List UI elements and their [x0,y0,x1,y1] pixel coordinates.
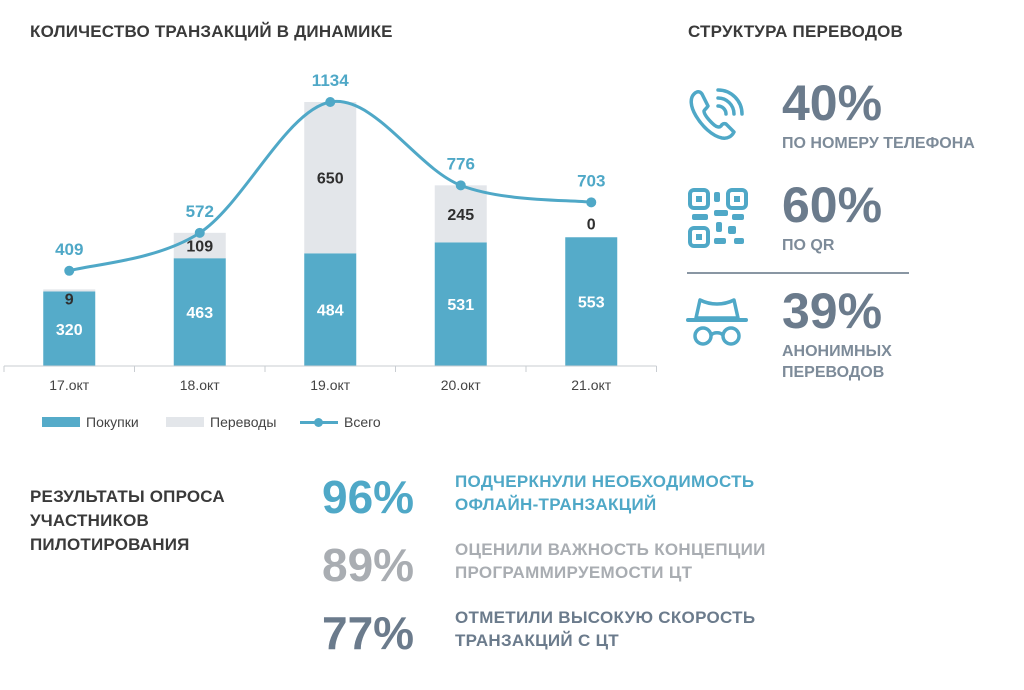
survey-text-offline-line2: ОФЛАЙН-ТРАНЗАКЦИЙ [455,495,657,514]
survey-pct-offline: 96% [322,471,415,523]
bar-purchases [434,242,487,366]
total-label: 703 [577,171,605,190]
qr-code-icon [688,188,748,248]
total-label: 409 [55,240,83,259]
x-tick-label: 17.окт [49,377,90,393]
structure-divider [687,272,909,274]
total-label: 776 [447,154,475,173]
bar-purchases [43,291,96,366]
qr-transfers-label: ПО QR [782,237,835,254]
bar-label-transfers: 245 [447,207,474,224]
survey-text-speed-line2: ТРАНЗАКЦИЙ С ЦТ [455,631,619,650]
phone-icon [689,88,744,140]
phone-transfers-pct: 40% [782,75,883,131]
legend-purchases: Покупки [42,414,139,430]
survey-text-speed: ОТМЕТИЛИ ВЫСОКУЮ СКОРОСТЬ ТРАНЗАКЦИЙ С Ц… [455,606,755,652]
phone-transfers-label: ПО НОМЕРУ ТЕЛЕФОНА [782,135,975,152]
survey-text-offline-line1: ПОДЧЕРКНУЛИ НЕОБХОДИМОСТЬ [455,472,755,491]
legend-transfers: Переводы [166,414,276,430]
chart-title: КОЛИЧЕСТВО ТРАНЗАКЦИЙ В ДИНАМИКЕ [30,22,393,41]
x-tick-label: 19.окт [310,377,351,393]
legend-label-purchases: Покупки [86,414,139,430]
survey-title-line3: ПИЛОТИРОВАНИЯ [30,535,190,554]
bar-label-purchases: 553 [578,295,605,312]
bar-purchases [173,258,226,366]
qr-transfers-pct: 60% [782,177,883,233]
survey-pct-speed: 77% [322,607,415,659]
legend-swatch-total [300,417,338,427]
survey-title-line2: УЧАСТНИКОВ [30,511,149,530]
transactions-chart: 17.окт 18.окт 19.окт 20.окт 21.окт 320 9 463 10… [3,71,657,393]
survey-text-speed-line1: ОТМЕТИЛИ ВЫСОКУЮ СКОРОСТЬ [455,608,756,627]
survey-pct-programmability: 89% [322,539,415,591]
total-label: 572 [186,202,214,221]
bar-label-purchases: 484 [317,303,344,320]
structure-title: СТРУКТУРА ПЕРЕВОДОВ [688,22,904,41]
legend-swatch-purchases [42,417,80,427]
survey-title: РЕЗУЛЬТАТЫ ОПРОСА УЧАСТНИКОВ ПИЛОТИРОВАН… [30,485,225,557]
bar-label-transfers: 650 [317,171,344,188]
anonymous-transfers-pct: 39% [782,283,883,339]
bar-label-transfers: 0 [587,216,596,233]
total-point [586,197,597,208]
legend-label-transfers: Переводы [210,414,277,430]
survey-text-programmability-line1: ОЦЕНИЛИ ВАЖНОСТЬ КОНЦЕПЦИИ [455,540,766,559]
incognito-icon [686,298,748,346]
survey-title-line1: РЕЗУЛЬТАТЫ ОПРОСА [30,487,225,506]
bar-transfers [304,102,357,254]
total-point [64,265,75,276]
bar-transfers [434,185,487,243]
bar-label-purchases: 463 [186,305,213,322]
total-point [194,227,205,238]
x-tick-label: 20.окт [441,377,482,393]
anonymous-transfers-label-line1: АНОНИМНЫХ [782,343,892,360]
legend-swatch-transfers [166,417,204,427]
total-point [455,180,466,191]
total-label: 1134 [312,71,349,90]
total-point [325,97,336,107]
bar-purchases [304,253,357,366]
bar-label-transfers: 9 [65,291,74,308]
survey-text-programmability: ОЦЕНИЛИ ВАЖНОСТЬ КОНЦЕПЦИИ ПРОГРАММИРУЕМ… [455,538,766,584]
anonymous-transfers-label-line2: ПЕРЕВОДОВ [782,364,885,381]
legend-label-total: Всего [344,414,381,430]
legend-total: Всего [300,414,381,430]
survey-text-offline: ПОДЧЕРКНУЛИ НЕОБХОДИМОСТЬ ОФЛАЙН-ТРАНЗАК… [455,470,754,516]
bar-label-transfers: 109 [186,239,213,256]
bar-label-purchases: 531 [447,297,474,314]
x-tick-label: 21.окт [571,377,612,393]
x-tick-label: 18.окт [180,377,221,393]
survey-text-programmability-line2: ПРОГРАММИРУЕМОСТИ ЦТ [455,563,693,582]
bar-transfers [43,289,96,292]
bar-label-purchases: 320 [56,322,83,339]
bar-purchases [565,237,618,366]
